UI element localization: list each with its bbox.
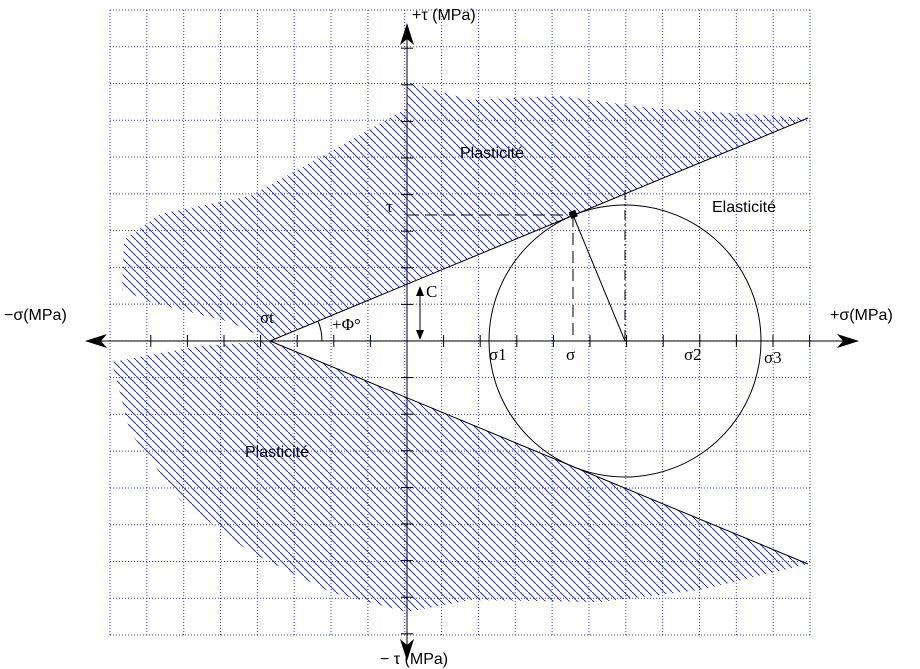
sigma-pos-label: +σ(MPa) — [830, 307, 893, 324]
plastic-zone-lower — [112, 341, 808, 612]
tangent-point — [568, 209, 578, 219]
sigma-neg-label: −σ(MPa) — [4, 307, 67, 324]
elastic-label: Elasticité — [712, 199, 776, 216]
plastic-lower-label: Plasticité — [245, 444, 309, 461]
sigma2-symbol: σ2 — [684, 345, 702, 364]
tau-neg-label: − τ (MPa) — [380, 651, 448, 668]
plastic-zone-upper — [122, 82, 808, 341]
axis-ticks — [150, 47, 811, 635]
plastic-upper-label: Plasticité — [460, 145, 524, 162]
sigma1-symbol: σ1 — [489, 345, 507, 364]
failure-line-upper — [269, 117, 809, 342]
radius — [572, 214, 626, 342]
sigma3-symbol: σ3 — [764, 348, 782, 367]
phi-symbol: +Φ° — [332, 315, 361, 334]
tau-symbol: τ — [386, 197, 393, 216]
tau-pos-label: +τ (MPa) — [412, 7, 476, 24]
sigma-t-symbol: σt — [260, 308, 274, 327]
phi-arc — [317, 320, 323, 342]
sigma-symbol: σ — [566, 345, 575, 364]
c-symbol: C — [426, 282, 437, 301]
failure-line-lower — [269, 340, 809, 565]
grid — [109, 9, 811, 636]
